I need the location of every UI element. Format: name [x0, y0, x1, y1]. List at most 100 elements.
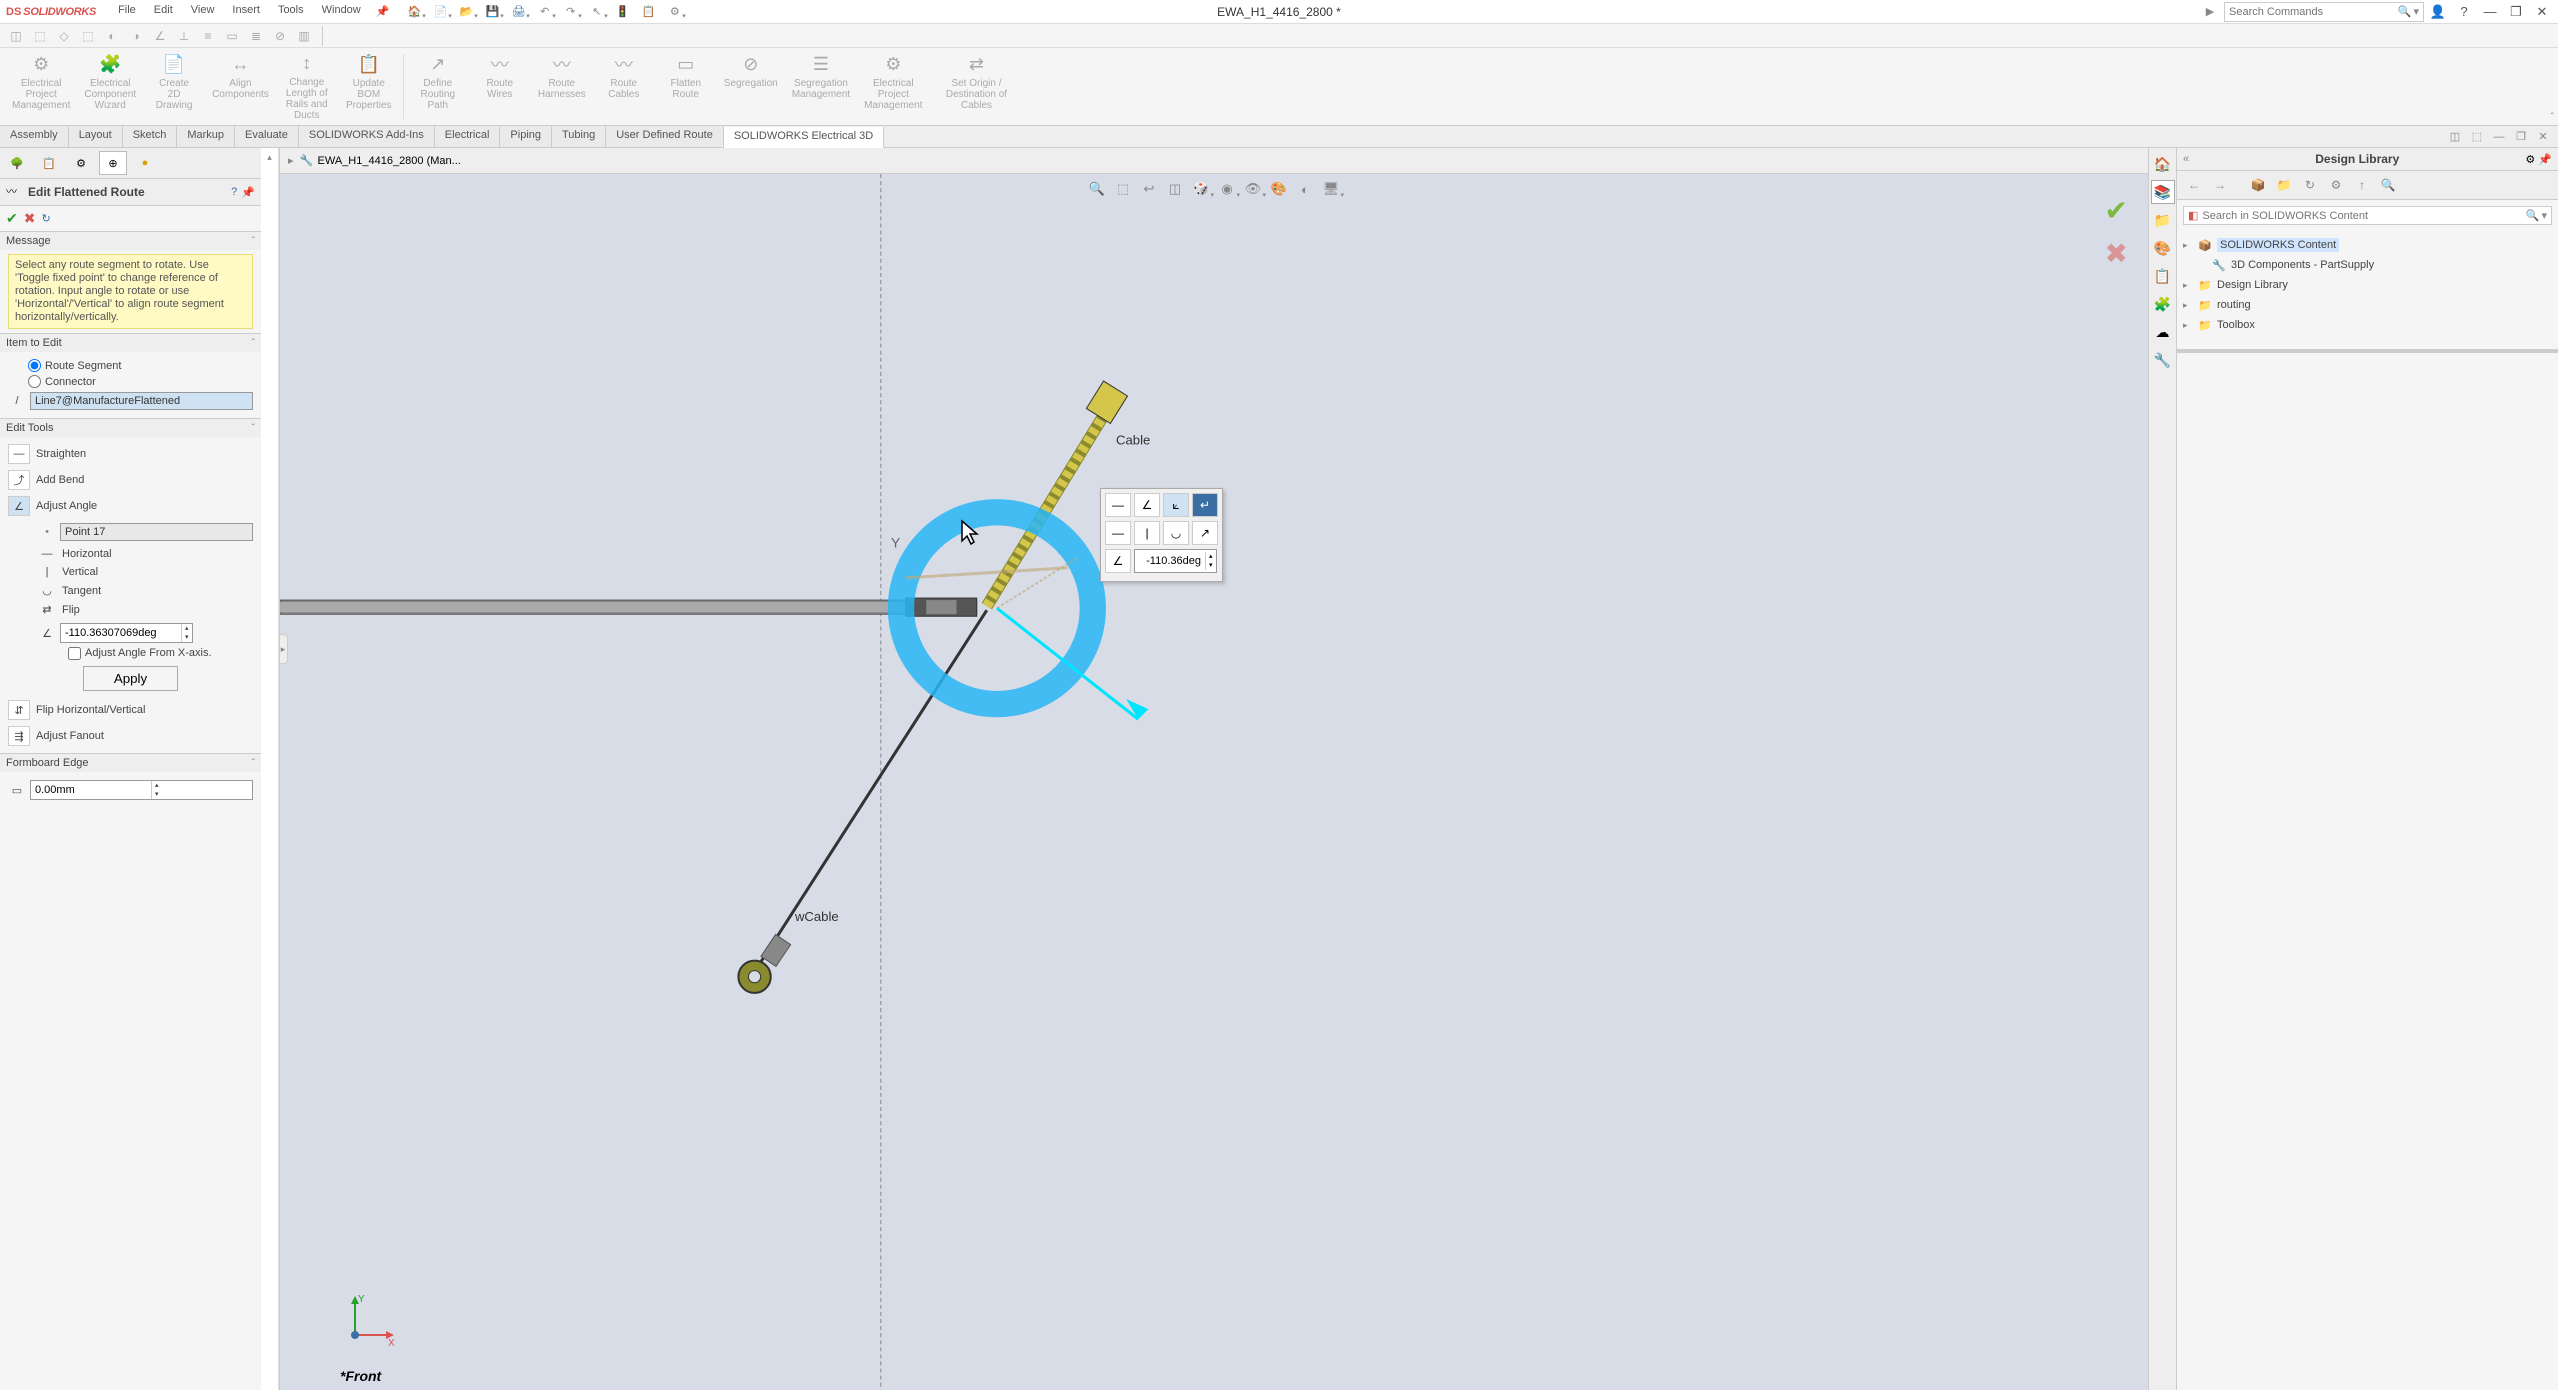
qa-btn[interactable]: ⊘ — [270, 26, 290, 46]
angle-field[interactable] — [61, 625, 181, 641]
select-icon[interactable]: ↖▾ — [585, 1, 609, 23]
apply-button[interactable]: Apply — [83, 666, 178, 691]
ribbon-create-2d[interactable]: 📄Create2DDrawing — [144, 50, 204, 123]
ribbon-define-routing[interactable]: ↗DefineRoutingPath — [408, 50, 468, 123]
library-search-input[interactable] — [2202, 210, 2525, 222]
qa-btn[interactable]: ≣ — [246, 26, 266, 46]
taskpane-library-icon[interactable]: 📚 — [2151, 180, 2175, 204]
redo-icon[interactable]: ↷▾ — [559, 1, 583, 23]
menu-edit[interactable]: Edit — [146, 1, 181, 23]
rebuild-icon[interactable]: 🚦 — [611, 1, 635, 23]
ctx-apply-icon[interactable]: ↵ — [1192, 493, 1218, 517]
lib-add-icon[interactable]: 📦 — [2247, 175, 2269, 195]
cloud-icon[interactable]: ▶ — [2198, 1, 2222, 23]
ribbon-align[interactable]: ↔AlignComponents — [206, 50, 275, 123]
scroll-up-icon[interactable]: ▴ — [267, 152, 272, 163]
config-tab[interactable]: ⚙ — [67, 151, 95, 175]
collapse-icon[interactable]: ˇ — [252, 758, 255, 769]
adjust-from-x-checkbox[interactable] — [68, 647, 81, 660]
qa-btn[interactable]: ⬚ — [30, 26, 50, 46]
menu-view[interactable]: View — [183, 1, 223, 23]
search-go-icon[interactable]: 🔍 — [2526, 209, 2540, 222]
home-icon[interactable]: 🏠▾ — [403, 1, 427, 23]
taskpane-explorer-icon[interactable]: 📁 — [2151, 208, 2175, 232]
lib-up-icon[interactable]: ↑ — [2351, 175, 2373, 195]
cancel-button[interactable]: ✖ — [24, 210, 36, 227]
tree-item[interactable]: Design Library — [2217, 279, 2288, 291]
qa-btn[interactable]: ◇ — [54, 26, 74, 46]
point-field[interactable] — [60, 523, 253, 541]
tab-addins[interactable]: SOLIDWORKS Add-Ins — [299, 126, 435, 147]
feature-tree-tab[interactable]: 🌳 — [3, 151, 31, 175]
add-bend-icon[interactable]: ⤴ — [8, 470, 30, 490]
tangent-label[interactable]: Tangent — [62, 585, 101, 597]
dimxpert-tab[interactable]: ⊕ — [99, 151, 127, 175]
preview-button[interactable]: ↻ — [41, 212, 50, 225]
ribbon-component-wizard[interactable]: 🧩ElectricalComponentWizard — [78, 50, 142, 123]
qa-btn[interactable]: ◑ — [126, 26, 146, 46]
taskpane-settings-icon[interactable]: ⚙ — [2525, 153, 2535, 166]
ribbon-segregation-mgmt[interactable]: ☰SegregationManagement — [786, 50, 856, 123]
expand-icon[interactable]: ▸ — [2183, 240, 2193, 251]
confirm-cancel-icon[interactable]: ✖ — [2105, 237, 2128, 270]
tab-electrical[interactable]: Electrical — [435, 126, 501, 147]
qa-btn[interactable]: ⬚ — [78, 26, 98, 46]
expand-icon[interactable]: ▸ — [2183, 300, 2193, 311]
qa-btn[interactable]: ◫ — [6, 26, 26, 46]
ribbon-flatten-route[interactable]: ▭FlattenRoute — [656, 50, 716, 123]
lib-refresh-icon[interactable]: ↻ — [2299, 175, 2321, 195]
straighten-icon[interactable]: — — [8, 444, 30, 464]
minimize-icon[interactable]: — — [2478, 1, 2502, 23]
collapse-icon[interactable]: ˇ — [252, 236, 255, 247]
taskpane-props-icon[interactable]: 📋 — [2151, 264, 2175, 288]
lib-back-icon[interactable]: ← — [2183, 175, 2205, 195]
ribbon-collapse-icon[interactable]: ˆ — [2551, 112, 2554, 123]
panel-min-icon[interactable]: — — [2490, 128, 2508, 146]
qa-btn[interactable]: ∠ — [150, 26, 170, 46]
ribbon-set-origin[interactable]: ⇄Set Origin /Destination of Cables — [930, 50, 1022, 123]
spin-up[interactable]: ▴ — [182, 624, 192, 633]
undo-icon[interactable]: ↶▾ — [533, 1, 557, 23]
expand-icon[interactable]: ▸ — [288, 154, 294, 167]
tab-sketch[interactable]: Sketch — [123, 126, 178, 147]
pin-icon[interactable]: 📌 — [371, 1, 395, 23]
property-tab[interactable]: 📋 — [35, 151, 63, 175]
lib-fwd-icon[interactable]: → — [2209, 175, 2231, 195]
ctx-tangent-icon[interactable]: ◡ — [1163, 521, 1189, 545]
panel-max-icon[interactable]: ❐ — [2512, 128, 2530, 146]
radio-connector[interactable] — [28, 375, 41, 388]
tab-electrical-3d[interactable]: SOLIDWORKS Electrical 3D — [724, 127, 884, 148]
panel-btn[interactable]: ⬚ — [2468, 128, 2486, 146]
library-search[interactable]: ◧ 🔍 ▾ — [2183, 206, 2552, 225]
settings-icon[interactable]: ⚙▾ — [663, 1, 687, 23]
tab-evaluate[interactable]: Evaluate — [235, 126, 299, 147]
qa-btn[interactable]: ⊥ — [174, 26, 194, 46]
spin-down[interactable]: ▾ — [152, 790, 162, 799]
ctx-flip-icon[interactable]: ↗ — [1192, 521, 1218, 545]
help-icon[interactable]: ? — [2452, 1, 2476, 23]
tab-piping[interactable]: Piping — [500, 126, 552, 147]
options-icon[interactable]: 📋 — [637, 1, 661, 23]
taskpane-view-icon[interactable]: 🎨 — [2151, 236, 2175, 260]
taskpane-home-icon[interactable]: 🏠 — [2151, 152, 2175, 176]
ctx-horizontal-icon[interactable]: — — [1105, 521, 1131, 545]
spin-down[interactable]: ▾ — [182, 633, 192, 642]
ok-button[interactable]: ✔ — [6, 210, 18, 227]
ribbon-route-cables[interactable]: 〰RouteCables — [594, 50, 654, 123]
ctx-angle-mode-icon[interactable]: ∠ — [1105, 549, 1131, 573]
radio-route-segment[interactable] — [28, 359, 41, 372]
spin-down[interactable]: ▾ — [1206, 561, 1216, 570]
tree-item[interactable]: Toolbox — [2217, 319, 2255, 331]
display-tab[interactable]: ● — [131, 151, 159, 175]
search-commands[interactable]: 🔍 ▾ — [2224, 2, 2424, 22]
search-icon[interactable]: 🔍 — [2398, 5, 2412, 18]
ctx-straighten-icon[interactable]: — — [1105, 493, 1131, 517]
expand-icon[interactable]: ▸ — [2183, 320, 2193, 331]
ribbon-electrical-project[interactable]: ⚙ElectricalProjectManagement — [6, 50, 76, 123]
tab-tubing[interactable]: Tubing — [552, 126, 606, 147]
new-icon[interactable]: 📄▾ — [429, 1, 453, 23]
graphics-area[interactable]: ▸ 🔧 EWA_H1_4416_2800 (Man... 🔍 ⬚ ↩ ◫ 🎲▾ … — [280, 148, 2148, 1390]
tree-item[interactable]: routing — [2217, 299, 2251, 311]
ctx-bend-icon[interactable]: ∠ — [1134, 493, 1160, 517]
item-field[interactable] — [30, 392, 253, 410]
